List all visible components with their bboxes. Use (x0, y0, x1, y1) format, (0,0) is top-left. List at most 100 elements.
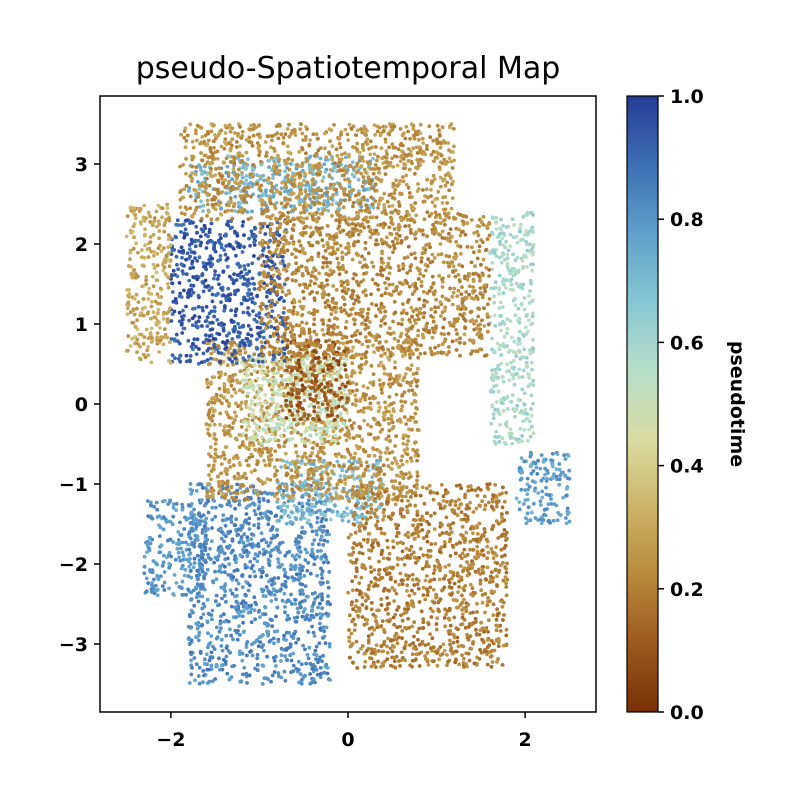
scatter-point (490, 403, 495, 407)
scatter-point (365, 504, 369, 509)
scatter-point (317, 459, 322, 464)
scatter-point (162, 588, 167, 592)
scatter-point (357, 550, 362, 555)
scatter-point (420, 485, 425, 490)
scatter-point (318, 508, 322, 513)
scatter-point (238, 369, 243, 374)
scatter-point (407, 427, 411, 432)
scatter-point (442, 616, 447, 620)
scatter-point (524, 360, 529, 365)
scatter-point (219, 471, 224, 476)
scatter-point (207, 463, 211, 468)
scatter-point (362, 496, 366, 500)
scatter-point (310, 488, 314, 493)
scatter-point (523, 498, 528, 502)
scatter-point (318, 621, 322, 626)
scatter-point (415, 482, 419, 487)
scatter-point (356, 615, 361, 619)
scatter-point (273, 449, 278, 453)
scatter-point (505, 252, 510, 257)
scatter-point (142, 564, 147, 569)
scatter-point (319, 388, 324, 393)
scatter-point (471, 526, 476, 531)
scatter-point (182, 288, 186, 293)
scatter-point (309, 467, 313, 472)
scatter-point (387, 601, 391, 606)
scatter-point (312, 405, 317, 409)
scatter-point (207, 679, 212, 684)
scatter-point (314, 653, 319, 658)
scatter-point (343, 477, 347, 482)
scatter-point (281, 503, 286, 507)
scatter-point (267, 559, 272, 563)
scatter-point (505, 326, 510, 331)
scatter-point (229, 491, 233, 496)
scatter-point (431, 609, 435, 614)
scatter-point (362, 406, 366, 410)
scatter-point (408, 663, 412, 667)
scatter-point (416, 637, 420, 642)
scatter-point (499, 362, 504, 366)
scatter-point (485, 544, 490, 549)
scatter-point (493, 372, 498, 377)
scatter-point (194, 595, 199, 600)
scatter-point (315, 672, 320, 677)
scatter-point (235, 593, 239, 598)
scatter-point (211, 357, 216, 361)
scatter-point (247, 383, 252, 388)
scatter-point (321, 445, 326, 450)
scatter-point (297, 602, 302, 606)
scatter-point (261, 427, 266, 432)
scatter-point (233, 372, 237, 377)
scatter-point (223, 557, 228, 562)
scatter-point (314, 532, 319, 537)
scatter-point (267, 563, 272, 567)
scatter-point (350, 619, 355, 624)
scatter-point (200, 555, 205, 560)
scatter-point (322, 458, 326, 463)
scatter-point (519, 409, 524, 413)
scatter-point (257, 550, 262, 555)
scatter-point (504, 566, 509, 571)
scatter-point (362, 471, 366, 476)
scatter-point (319, 464, 324, 469)
scatter-point (242, 532, 247, 537)
scatter-point (235, 456, 240, 460)
scatter-point (398, 540, 403, 545)
scatter-point (259, 634, 264, 639)
scatter-point (377, 363, 381, 368)
scatter-point (301, 565, 305, 569)
scatter-point (377, 472, 382, 477)
scatter-point (412, 583, 417, 587)
scatter-point (301, 354, 306, 359)
scatter-point (373, 538, 377, 543)
scatter-point (271, 390, 276, 395)
scatter-point (366, 454, 371, 458)
scatter-point (232, 410, 237, 415)
scatter-point (268, 437, 273, 442)
scatter-point (300, 455, 305, 459)
scatter-point (229, 383, 234, 388)
scatter-point (377, 405, 382, 410)
scatter-point (367, 510, 372, 515)
scatter-point (238, 483, 243, 487)
scatter-point (408, 603, 413, 607)
scatter-point (456, 644, 461, 649)
scatter-point (210, 526, 214, 530)
scatter-point (359, 488, 363, 492)
scatter-point (325, 671, 330, 676)
scatter-point (326, 384, 330, 389)
scatter-point (236, 601, 240, 606)
scatter-point (471, 510, 476, 514)
scatter-point (231, 421, 236, 425)
scatter-point (298, 575, 303, 580)
scatter-point (415, 474, 420, 478)
scatter-point (485, 645, 490, 650)
scatter-point (354, 639, 359, 644)
scatter-point (564, 516, 568, 520)
scatter-point (272, 658, 277, 663)
scatter-point (327, 357, 332, 362)
scatter-point (301, 592, 305, 596)
scatter-point (219, 614, 223, 619)
